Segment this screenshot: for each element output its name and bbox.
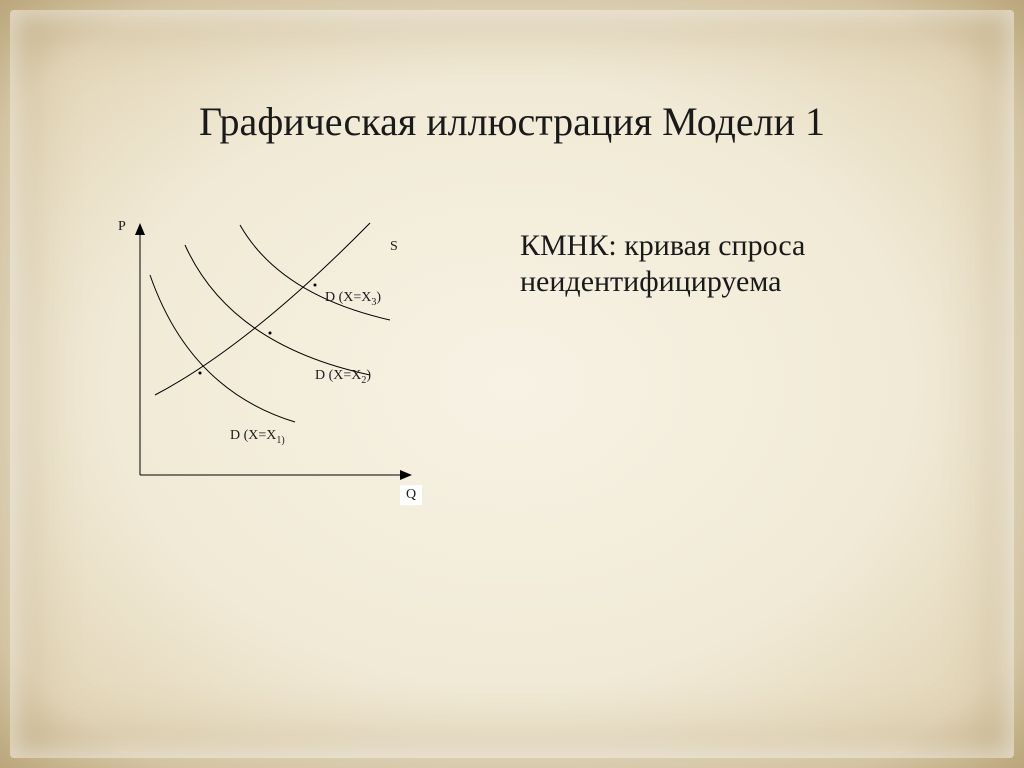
- side-text-line1: КМНК: кривая спроса: [520, 229, 805, 262]
- side-text-line2: неидентифицируема: [520, 265, 781, 298]
- curve-label-demand1: D (X=X1): [230, 428, 285, 446]
- slide: Графическая иллюстрация Модели 1 КМНК: к…: [0, 0, 1024, 768]
- chart-svg: [110, 215, 460, 525]
- axis-label-q-box: Q: [400, 485, 422, 505]
- curve-label-demand3: D (X=X3): [325, 290, 381, 308]
- slide-title: Графическая иллюстрация Модели 1: [0, 98, 1024, 145]
- axis-label-p: P: [118, 219, 126, 235]
- axis-label-q: Q: [406, 487, 416, 502]
- economics-chart: P Q S D (X=X1) D (X=X2) D (X=X3): [110, 215, 460, 525]
- curve-label-demand2: D (X=X2): [315, 368, 371, 386]
- side-text: КМНК: кривая спроса неидентифицируема: [520, 228, 940, 300]
- curve-label-supply: S: [390, 239, 398, 255]
